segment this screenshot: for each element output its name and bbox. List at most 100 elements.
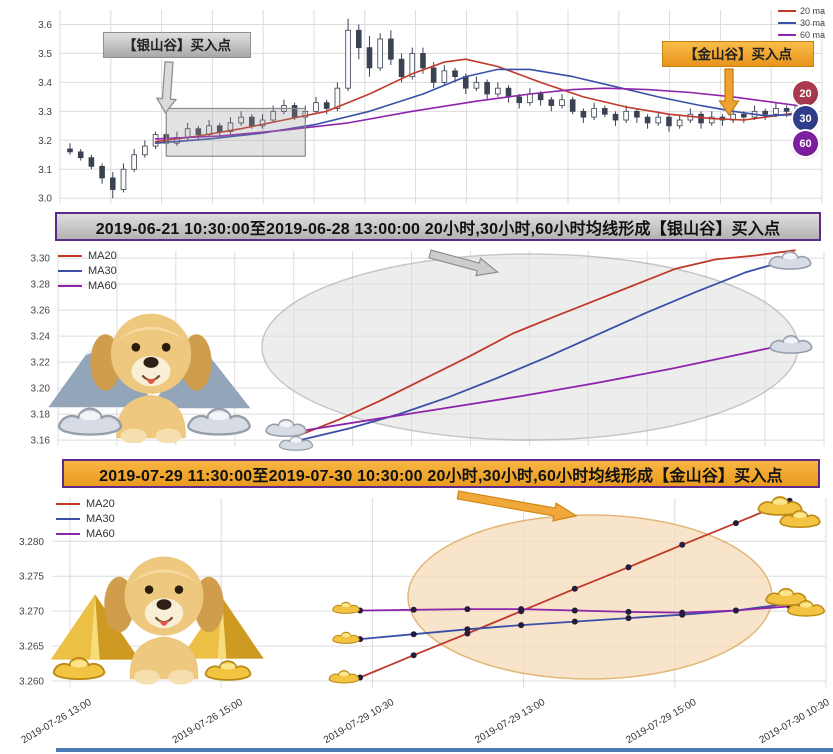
candle-body: [270, 110, 277, 121]
candle-body: [762, 110, 769, 115]
silver-ingot-icon: [768, 250, 812, 270]
candle-body: [238, 116, 244, 124]
legend-item: MA30: [56, 513, 115, 525]
candle-body: [569, 99, 576, 112]
data-point: [732, 607, 739, 614]
ma-line-30ma: [154, 68, 809, 144]
candle-body: [430, 67, 437, 83]
data-point: [410, 631, 417, 638]
candle-body: [142, 145, 148, 156]
legend-label: MA30: [86, 513, 115, 525]
candle-body: [516, 96, 523, 104]
y-tick-label: 3.2: [38, 136, 52, 147]
ma-line-20ma: [154, 58, 809, 143]
gold-valley-ma-chart: 3.260 3.265 3.270 3.275 3.280 2019-07-26 13:0…: [19, 490, 832, 746]
candle-body: [109, 177, 116, 190]
data-point: [410, 606, 417, 613]
candle-body: [323, 102, 330, 109]
gold-ingot-icon: [332, 631, 360, 644]
x-tick-label: 2019-07-29 13:00: [473, 697, 547, 746]
legend-bottom: MA20 MA30 MA60: [56, 498, 115, 540]
candle-body: [120, 168, 127, 190]
y-tick-label: 3.22: [31, 358, 51, 369]
data-point: [464, 626, 471, 633]
candle-body: [152, 134, 159, 147]
candle-body: [377, 38, 383, 69]
legend-item: 60 ma: [777, 30, 825, 40]
consolidation-box: [165, 107, 306, 157]
silver-ingot-icon: [187, 407, 251, 436]
badge-ma30: 30: [793, 106, 818, 131]
bottom-divider: [56, 748, 833, 752]
candle-body: [366, 47, 373, 69]
candle-body: [473, 81, 480, 89]
data-point: [464, 630, 471, 637]
data-point: [732, 520, 739, 527]
legend-item: MA60: [56, 528, 115, 540]
y-tick-label: 3.28: [31, 280, 51, 291]
silver-ingot-icon: [265, 418, 307, 438]
candle-body: [259, 119, 266, 127]
ma-line-MA20: [299, 249, 796, 436]
legend-label: 20 ma: [799, 6, 825, 16]
y-tick-label: 3.20: [31, 384, 51, 395]
y-tick-label: 3.30: [31, 254, 51, 265]
legend-item: MA30: [58, 265, 117, 277]
candle-body: [527, 93, 533, 104]
y-tick-label: 3.270: [19, 607, 44, 618]
candle-body: [131, 154, 137, 170]
candle-body: [495, 87, 501, 95]
banner-arrow-icon: [428, 249, 500, 277]
ma30-swatch-icon: [58, 270, 82, 272]
candle-body: [773, 108, 779, 115]
candle-body: [409, 53, 416, 77]
y-tick-label: 3.4: [38, 78, 52, 89]
data-point: [571, 607, 578, 614]
data-point: [571, 618, 578, 625]
banner-arrow-icon: [456, 490, 578, 522]
candle-body: [698, 113, 704, 124]
candle-body: [77, 151, 84, 159]
candle-body: [227, 122, 234, 133]
series-layer: [357, 497, 793, 681]
gold-ingot-icon: [204, 660, 252, 681]
x-tick-label: 2019-07-29 15:00: [624, 697, 698, 746]
x-tick-label: 2019-07-29 10:30: [322, 697, 396, 746]
silver-valley-banner: 2019-06-21 10:30:00至2019-06-28 13:00:00 …: [55, 212, 821, 241]
x-tick-label: 2019-07-26 13:00: [20, 697, 94, 746]
candle-body: [398, 58, 405, 77]
ma-line-MA60: [299, 341, 796, 432]
candle-body: [452, 70, 458, 77]
y-tick-label: 3.26: [31, 306, 51, 317]
gold-ingot-icon: [328, 670, 360, 684]
candle-body: [559, 99, 565, 106]
data-point: [625, 608, 632, 615]
candle-body: [505, 87, 512, 98]
data-point: [679, 609, 686, 616]
x-tick-label: 2019-07-26 15:00: [171, 697, 245, 746]
legend-item: 30 ma: [777, 18, 825, 28]
candle-body: [708, 116, 715, 124]
data-point: [679, 541, 686, 548]
legend-label: MA60: [88, 280, 117, 292]
candle-body: [601, 108, 608, 115]
data-point: [464, 606, 471, 613]
data-point: [518, 606, 525, 613]
data-point: [625, 564, 632, 571]
candle-body: [591, 108, 597, 118]
y-tick-label: 3.16: [31, 436, 51, 447]
gold-valley-banner: 2019-07-29 11:30:00至2019-07-30 10:30:00 …: [62, 459, 820, 488]
silver-ingot-icon: [57, 407, 123, 436]
legend-top: 20 ma 30 ma 60 ma: [777, 6, 825, 40]
y-tick-label: 3.265: [19, 642, 44, 653]
y-tick-label: 3.260: [19, 677, 44, 688]
y-tick-label: 3.18: [31, 410, 51, 421]
y-tick-label: 3.5: [38, 49, 52, 60]
candle-body: [195, 128, 202, 135]
candle-body: [548, 99, 555, 106]
ma20-swatch-icon: [58, 255, 82, 257]
candle-body: [388, 38, 394, 60]
legend-item: MA20: [56, 498, 115, 510]
legend-label: 60 ma: [799, 30, 825, 40]
legend-label: 30 ma: [799, 18, 825, 28]
